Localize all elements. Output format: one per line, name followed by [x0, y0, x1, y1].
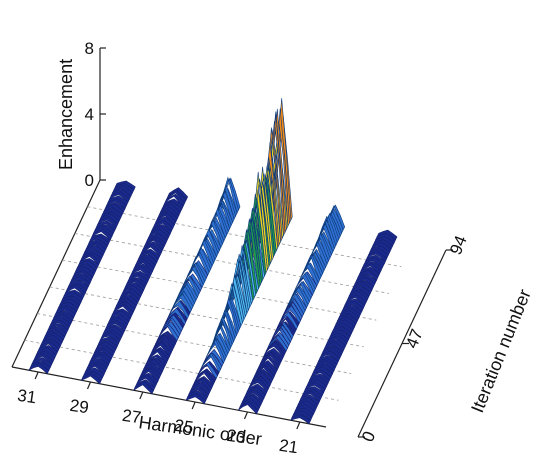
y-tick-label: 47 [402, 326, 427, 351]
surface-ridge-h31 [28, 180, 136, 375]
floor-gridline [37, 313, 352, 374]
surface-strip [133, 381, 154, 395]
floor-gridline [24, 339, 339, 401]
x-tick-label: 21 [278, 436, 299, 453]
surface-ridge-h23 [238, 204, 346, 415]
x-tick-label: 23 [226, 426, 247, 447]
floor-edge-front [11, 366, 327, 428]
y-tick-label: 0 [358, 429, 379, 445]
floor-edge-left [11, 179, 101, 368]
surface-strip [290, 414, 311, 425]
surface-plot [28, 98, 398, 425]
y-tick-label: 94 [446, 233, 471, 258]
x-tick-label: 25 [173, 416, 194, 437]
x-tick [243, 411, 249, 420]
surface-strip [185, 393, 207, 405]
floor-gridline [87, 206, 402, 268]
x-tick [139, 391, 144, 400]
x-tick [296, 421, 301, 430]
chart-floor [11, 179, 402, 428]
x-tick [34, 371, 39, 380]
surface-ridge-h21 [290, 229, 398, 425]
floor-gridline [49, 286, 364, 348]
z-tick-label: 0 [85, 171, 94, 190]
y-axis-label: Iteration number [467, 286, 535, 415]
z-tick-label: 4 [85, 105, 94, 124]
surface-strip [80, 373, 102, 385]
floor-gridline [62, 259, 377, 321]
surface-ridge-h27 [133, 176, 241, 395]
surface-ridge-h29 [80, 187, 189, 385]
x-tick-label: 29 [69, 396, 90, 417]
z-axis-label: Enhancement [56, 59, 76, 170]
x-tick [86, 381, 92, 390]
x-tick [191, 401, 196, 410]
floor-gridline [74, 233, 389, 294]
z-tick-label: 8 [85, 39, 94, 58]
x-tick-label: 27 [121, 406, 142, 427]
surface-strip [238, 401, 259, 415]
x-tick-label: 31 [16, 386, 37, 407]
surface-ridge-h25 [185, 98, 293, 405]
surface-strip [28, 362, 50, 375]
x-axis-label: Harmonic order [137, 412, 263, 449]
